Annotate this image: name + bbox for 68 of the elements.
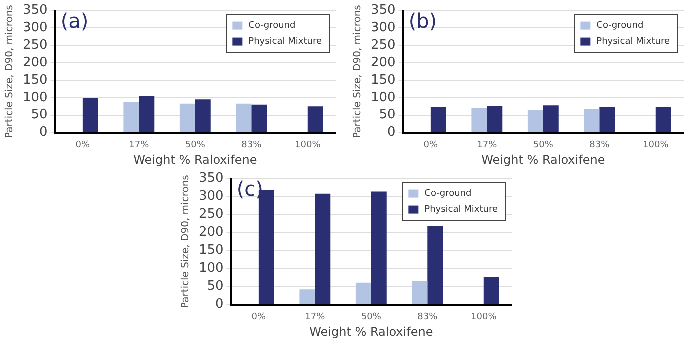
x-tick-label: 100% <box>471 312 498 323</box>
y-tick-label: 200 <box>370 55 396 70</box>
y-tick-label: 150 <box>198 243 224 258</box>
legend-label: Co-ground <box>424 189 472 200</box>
y-tick-label: 0 <box>216 297 224 312</box>
bar <box>139 96 155 132</box>
y-tick-label: 150 <box>370 72 396 88</box>
x-tick-label: 17% <box>305 312 326 323</box>
y-tick-label: 100 <box>22 90 48 106</box>
bar <box>124 102 140 132</box>
bar <box>308 106 324 132</box>
y-tick-label: 300 <box>198 189 224 204</box>
x-tick-label: 50% <box>533 140 554 151</box>
x-axis-title: Weight % Raloxifene <box>482 152 606 167</box>
y-tick-label: 250 <box>22 38 48 54</box>
x-tick-label: 50% <box>185 140 206 151</box>
legend-label: Co-ground <box>248 21 296 32</box>
bar <box>371 192 387 304</box>
y-axis-title: Particle Size, D90, microns <box>352 5 364 138</box>
y-tick-label: 250 <box>370 38 396 54</box>
y-tick-label: 200 <box>22 55 48 70</box>
x-tick-label: 100% <box>295 140 322 151</box>
x-tick-label: 83% <box>242 140 262 151</box>
y-tick-label: 100 <box>198 261 224 276</box>
x-tick-label: 83% <box>418 312 438 323</box>
legend-label: Co-ground <box>596 21 644 32</box>
y-axis-title: Particle Size, D90, microns <box>180 175 192 308</box>
x-axis-title: Weight % Raloxifene <box>310 324 434 339</box>
y-tick-label: 350 <box>198 171 224 186</box>
y-tick-label: 100 <box>370 90 396 106</box>
bar <box>82 98 98 132</box>
x-tick-label: 17% <box>129 140 150 151</box>
bar <box>315 194 331 304</box>
bar <box>428 226 444 304</box>
bar <box>180 104 196 132</box>
bar <box>236 104 252 132</box>
legend-label: Physical Mixture <box>424 205 498 216</box>
y-tick-label: 50 <box>207 279 224 294</box>
annotation: (a) <box>60 9 89 34</box>
annotation: (b) <box>408 9 438 34</box>
x-axis-title: Weight % Raloxifene <box>134 152 258 167</box>
x-tick-label: 0% <box>76 140 91 151</box>
y-tick-label: 50 <box>379 108 396 123</box>
y-tick-label: 250 <box>198 207 224 222</box>
x-tick-label: 83% <box>590 140 610 151</box>
y-tick-label: 300 <box>22 20 48 36</box>
legend-label: Physical Mixture <box>596 37 670 48</box>
y-tick-label: 350 <box>370 3 396 18</box>
x-tick-label: 0% <box>252 312 267 323</box>
y-tick-label: 150 <box>22 72 48 88</box>
bar <box>300 290 316 304</box>
y-axis-title: Particle Size, D90, microns <box>4 5 16 138</box>
y-tick-label: 0 <box>388 125 396 140</box>
x-tick-label: 100% <box>643 140 670 151</box>
bar <box>252 104 268 132</box>
x-tick-label: 0% <box>424 140 439 151</box>
bar <box>195 100 211 132</box>
x-tick-label: 50% <box>361 312 382 323</box>
y-tick-label: 50 <box>31 108 48 123</box>
x-tick-label: 17% <box>477 140 498 151</box>
bar <box>412 281 428 304</box>
y-tick-label: 200 <box>198 225 224 240</box>
legend-label: Physical Mixture <box>248 37 322 48</box>
bar <box>484 277 500 304</box>
y-tick-label: 300 <box>370 20 396 36</box>
bar <box>356 282 372 304</box>
y-tick-label: 0 <box>40 125 48 140</box>
y-tick-label: 350 <box>22 3 48 18</box>
